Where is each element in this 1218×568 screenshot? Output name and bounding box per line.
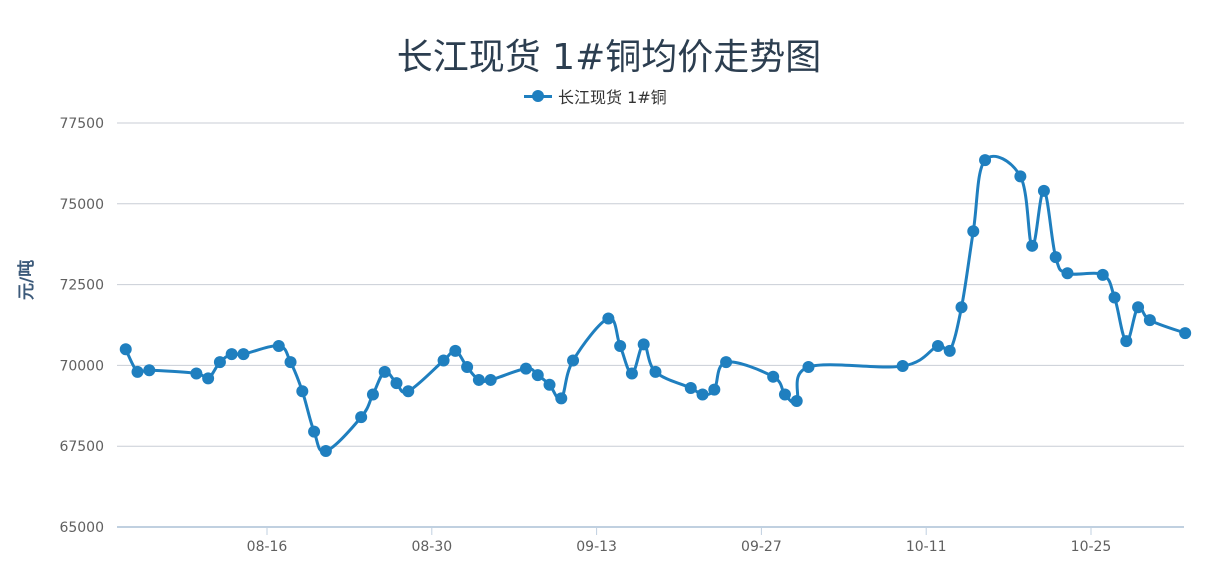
x-tick-label: 10-11 bbox=[906, 539, 947, 555]
data-point bbox=[237, 348, 250, 361]
data-point bbox=[543, 378, 556, 391]
data-point bbox=[979, 154, 992, 167]
data-point bbox=[555, 392, 568, 405]
x-tick-label: 09-27 bbox=[741, 539, 782, 555]
data-point bbox=[225, 348, 238, 361]
data-point bbox=[519, 362, 532, 375]
data-point bbox=[1108, 291, 1121, 304]
data-point bbox=[402, 385, 415, 398]
data-point bbox=[1120, 335, 1133, 348]
data-point bbox=[1096, 268, 1109, 281]
data-point bbox=[931, 340, 944, 353]
data-point bbox=[767, 370, 780, 383]
data-point bbox=[967, 225, 980, 238]
data-point bbox=[319, 445, 332, 458]
data-point bbox=[461, 361, 474, 374]
data-point bbox=[955, 301, 968, 314]
data-point bbox=[720, 356, 733, 369]
data-point bbox=[1049, 251, 1062, 264]
data-point bbox=[390, 377, 403, 390]
data-point bbox=[472, 373, 485, 386]
y-tick-label: 67500 bbox=[59, 439, 104, 455]
data-point bbox=[790, 394, 803, 407]
data-point bbox=[614, 340, 627, 353]
data-point bbox=[1061, 267, 1074, 280]
data-point bbox=[896, 360, 909, 373]
data-point bbox=[1026, 239, 1039, 252]
data-point bbox=[437, 354, 450, 367]
legend-marker-icon bbox=[524, 86, 552, 106]
data-point bbox=[366, 388, 379, 401]
data-point bbox=[943, 344, 956, 357]
data-point bbox=[1037, 184, 1050, 197]
data-point bbox=[1132, 301, 1145, 314]
x-tick-label: 09-13 bbox=[576, 539, 617, 555]
data-point bbox=[1014, 170, 1027, 183]
data-point bbox=[567, 354, 580, 367]
data-point bbox=[296, 385, 309, 398]
data-point bbox=[802, 361, 815, 374]
data-point bbox=[308, 425, 321, 438]
x-tick-label: 10-25 bbox=[1071, 539, 1112, 555]
data-point bbox=[1143, 314, 1156, 327]
data-point bbox=[143, 364, 156, 377]
data-point bbox=[131, 365, 144, 378]
data-point bbox=[696, 388, 709, 401]
series-line bbox=[124, 154, 1186, 453]
y-tick-label: 75000 bbox=[59, 197, 104, 213]
data-point bbox=[637, 338, 650, 351]
data-point bbox=[378, 365, 391, 378]
data-point bbox=[484, 373, 497, 386]
data-point bbox=[284, 356, 297, 369]
data-point bbox=[708, 383, 721, 396]
legend[interactable]: 长江现货 1#铜 bbox=[524, 86, 667, 107]
data-point bbox=[119, 343, 132, 356]
x-tick-label: 08-30 bbox=[411, 539, 452, 555]
y-tick-label: 72500 bbox=[59, 278, 104, 294]
chart-title: 长江现货 1#铜均价走势图 bbox=[396, 37, 822, 78]
data-point bbox=[355, 411, 368, 424]
data-point bbox=[602, 312, 615, 325]
data-point bbox=[531, 369, 544, 382]
data-point bbox=[190, 367, 203, 380]
data-point bbox=[449, 344, 462, 357]
x-tick-label: 08-16 bbox=[247, 539, 288, 555]
data-point bbox=[272, 340, 285, 353]
y-tick-label: 70000 bbox=[59, 358, 104, 374]
data-point bbox=[625, 367, 638, 380]
y-tick-label: 77500 bbox=[59, 116, 104, 132]
data-point bbox=[684, 382, 697, 395]
data-point bbox=[778, 388, 791, 401]
legend-label: 长江现货 1#铜 bbox=[558, 88, 667, 107]
data-point bbox=[649, 365, 662, 378]
data-point bbox=[202, 372, 215, 385]
data-point bbox=[213, 356, 226, 369]
data-point bbox=[1179, 327, 1192, 340]
y-tick-label: 65000 bbox=[59, 520, 104, 536]
